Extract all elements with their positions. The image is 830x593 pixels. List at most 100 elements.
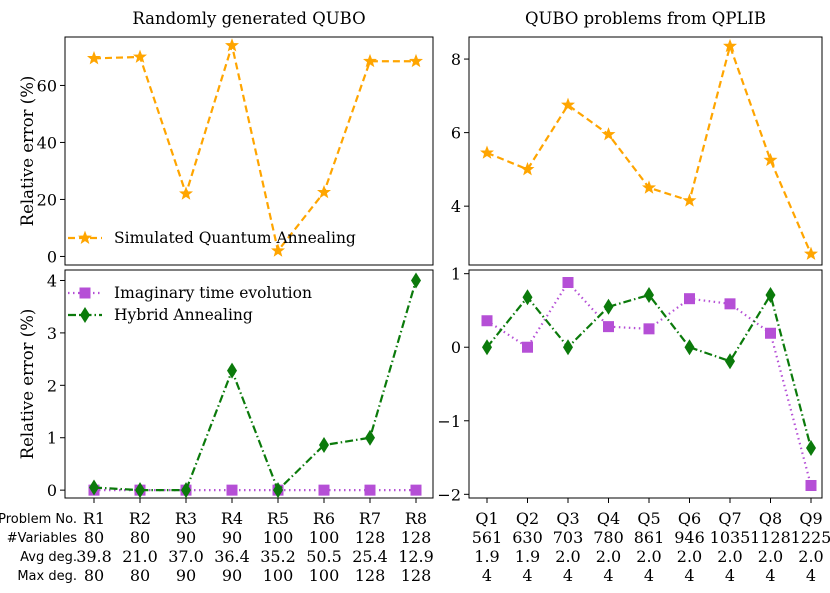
table-cell: R8 xyxy=(405,509,427,528)
data-point xyxy=(411,272,421,289)
series-line-simulated-quantum-annealing xyxy=(93,41,416,254)
data-point xyxy=(133,49,147,63)
y-axis-label: Relative error (%) xyxy=(18,76,37,227)
table-cell: R7 xyxy=(359,509,381,528)
data-point xyxy=(226,484,238,496)
data-point xyxy=(763,152,778,167)
table-cell: 80 xyxy=(84,528,104,547)
data-point xyxy=(644,287,654,304)
data-point xyxy=(601,127,616,141)
table-cell: 90 xyxy=(222,528,242,547)
legend-marker xyxy=(79,287,91,299)
table-cell: 946 xyxy=(674,528,705,547)
table-cell: 1035 xyxy=(710,528,751,547)
y-tick-label: 4 xyxy=(451,197,461,216)
data-point xyxy=(225,38,239,52)
table-row-label: Max deg. xyxy=(17,569,77,584)
chart-panel-4: −2 −1 0 1 xyxy=(437,265,823,504)
y-tick-label: 3 xyxy=(47,324,57,343)
data-point xyxy=(804,246,818,260)
data-point xyxy=(363,53,377,68)
data-point xyxy=(724,298,736,310)
y-tick-label: 4 xyxy=(47,271,57,290)
table-cell: Q8 xyxy=(759,509,782,528)
table-cell: 12.9 xyxy=(398,547,434,566)
chart-panel-2: 4 6 8 QUBO problems from QPLIB xyxy=(451,9,823,266)
table-cell: R5 xyxy=(267,509,289,528)
y-axis-label: Relative error (%) xyxy=(18,309,37,460)
table-cell: 4 xyxy=(725,566,735,585)
plot-frame xyxy=(64,269,434,499)
table-cell: Q4 xyxy=(597,509,620,528)
table-cell: 128 xyxy=(355,528,386,547)
data-point xyxy=(725,353,735,370)
data-point xyxy=(805,479,817,491)
table-row-label: #Variables xyxy=(7,531,78,546)
legend-label: Simulated Quantum Annealing xyxy=(114,229,356,247)
chart-title: QUBO problems from QPLIB xyxy=(525,9,766,28)
table-cell: 4 xyxy=(522,566,532,585)
y-tick-label: −2 xyxy=(437,485,461,504)
table-cell: 630 xyxy=(512,528,543,547)
table-cell: 100 xyxy=(309,566,340,585)
table-cell: 1128 xyxy=(750,528,791,547)
series-line-imaginary-time-evolution xyxy=(486,280,813,486)
data-point xyxy=(181,482,191,499)
series-line-hybrid-annealing xyxy=(486,292,813,449)
data-point xyxy=(135,482,145,499)
plot-frame xyxy=(64,36,434,266)
data-point xyxy=(684,339,695,356)
data-point xyxy=(643,323,655,335)
table-cell: 2.0 xyxy=(596,547,621,566)
table-cell: 80 xyxy=(130,528,150,547)
y-tick-label: −1 xyxy=(437,412,461,431)
data-point xyxy=(271,243,285,257)
data-point xyxy=(682,193,697,207)
table-cell: 25.4 xyxy=(352,547,388,566)
table-cell: Q9 xyxy=(799,509,822,528)
y-tick-label: 1 xyxy=(47,429,57,448)
chart-title: Randomly generated QUBO xyxy=(132,9,365,28)
data-point xyxy=(684,293,695,305)
table-cell: 2.0 xyxy=(636,547,661,566)
data-point xyxy=(481,315,493,327)
table-cell: 4 xyxy=(603,566,613,585)
plot-frame xyxy=(468,269,823,499)
legend-marker xyxy=(78,230,92,244)
legend-label: Hybrid Annealing xyxy=(114,306,253,324)
table-cell: Q1 xyxy=(475,509,498,528)
data-point xyxy=(522,289,533,306)
table-cell: 36.4 xyxy=(214,547,250,566)
table-cell: 80 xyxy=(84,566,104,585)
data-point xyxy=(563,339,573,356)
table-cell: 90 xyxy=(222,566,242,585)
table-cell: 1.9 xyxy=(474,547,499,566)
table-cell: R6 xyxy=(313,509,335,528)
table-cell: 4 xyxy=(563,566,573,585)
data-point xyxy=(410,484,422,496)
legend-marker xyxy=(80,307,90,323)
series-line-simulated-quantum-annealing xyxy=(486,42,813,255)
plot-frame xyxy=(468,36,823,266)
data-point xyxy=(318,484,330,496)
table-cell: 703 xyxy=(553,528,584,547)
table-cell: R4 xyxy=(221,509,243,528)
y-tick-label: 20 xyxy=(37,190,57,209)
data-point xyxy=(562,277,574,289)
data-point xyxy=(522,341,533,353)
table-cell: 861 xyxy=(634,528,665,547)
series-line-hybrid-annealing xyxy=(93,280,418,493)
legend-label: Imaginary time evolution xyxy=(114,284,312,302)
table-cell: 37.0 xyxy=(168,547,204,566)
table-cell: 80 xyxy=(130,566,150,585)
y-tick-label: 2 xyxy=(47,376,57,395)
table-cell: Q6 xyxy=(678,509,701,528)
y-tick-label: 1 xyxy=(451,265,461,284)
data-point xyxy=(806,439,816,456)
data-point xyxy=(89,479,99,496)
table-cell: 4 xyxy=(684,566,694,585)
data-point xyxy=(87,51,101,65)
chart-panel-3: 0 1 2 3 4 Relative error (%) Imaginary time ev… xyxy=(18,269,434,503)
table-cell: 21.0 xyxy=(122,547,158,566)
